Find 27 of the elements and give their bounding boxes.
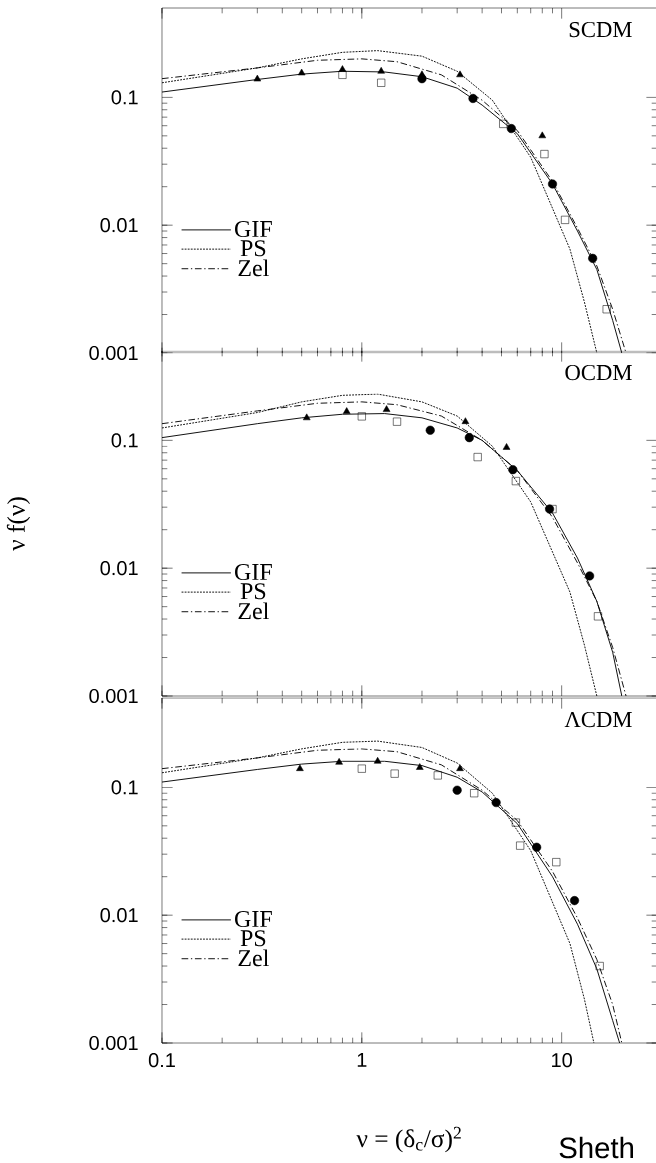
legend-label: PS [240, 240, 266, 257]
x-tick-label: 1 [357, 1053, 367, 1067]
y-tick-label: 0.01 [100, 218, 138, 233]
legend-label: Zel [238, 949, 269, 967]
chart-title: ΛCDM [564, 711, 632, 728]
y-tick-label: 0.001 [89, 345, 138, 361]
chart-title: OCDM [565, 364, 632, 381]
y-tick-label: 0.01 [100, 908, 138, 923]
x-tick-label: 10 [552, 1053, 572, 1068]
legend-label: GIF [235, 910, 272, 928]
y-tick-label: 0.01 [100, 561, 138, 576]
y-tick-label: 0.1 [111, 90, 138, 105]
chart-title: SCDM [569, 21, 632, 38]
x-axis-title: ν = (δ$_{c}$/σ)$^{2}$ [356, 1126, 461, 1153]
y-tick-label: 0.001 [89, 1035, 138, 1051]
y-tick-label: 0.1 [111, 433, 138, 448]
x-tick-label: 0.1 [148, 1053, 175, 1068]
legend-label: Zel [238, 259, 269, 277]
y-tick-label: 0.1 [111, 780, 138, 795]
legend-label: PS [240, 930, 266, 947]
legend-label: GIF [235, 220, 272, 238]
y-tick-label: 0.001 [89, 688, 138, 704]
legend-label: PS [240, 583, 266, 600]
text: Sheth [559, 1136, 634, 1159]
y-axis-title: ν f(ν) [6, 497, 31, 551]
legend-label: Zel [238, 602, 269, 620]
legend-label: GIF [235, 563, 272, 581]
